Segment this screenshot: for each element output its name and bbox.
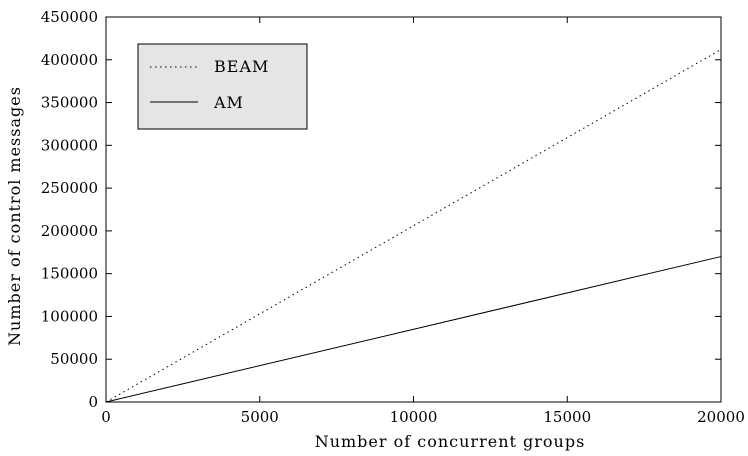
- y-tick-label: 450000: [41, 8, 98, 26]
- y-axis-label: Number of control messages: [5, 86, 24, 346]
- x-axis-label: Number of concurrent groups: [315, 432, 586, 451]
- y-tick-label: 150000: [41, 265, 98, 283]
- y-tick-label: 100000: [41, 307, 98, 325]
- y-tick-label: 200000: [41, 222, 98, 240]
- ticks: 0 5000 10000 15000 2000005000010000015000020…: [41, 8, 745, 426]
- legend-label-beam: BEAM: [214, 57, 269, 76]
- legend: BEAM AM: [137, 43, 308, 130]
- y-tick-label: 400000: [41, 51, 98, 69]
- y-tick-label: 300000: [41, 136, 98, 154]
- y-tick-label: 250000: [41, 179, 98, 197]
- x-tick-label: 0: [101, 408, 111, 426]
- x-tick-label: 5000: [241, 408, 279, 426]
- series: [105, 49, 722, 403]
- x-tick-label: 15000: [543, 408, 591, 426]
- series-line-beam: [105, 49, 722, 403]
- x-tick-label: 10000: [390, 408, 438, 426]
- legend-label-am: AM: [213, 93, 244, 112]
- x-tick-label: 20000: [697, 408, 745, 426]
- series-line-am: [105, 256, 722, 403]
- y-tick-label: 350000: [41, 94, 98, 112]
- legend-box: [137, 43, 308, 130]
- y-tick-label: 0: [88, 393, 98, 411]
- y-tick-label: 50000: [50, 350, 98, 368]
